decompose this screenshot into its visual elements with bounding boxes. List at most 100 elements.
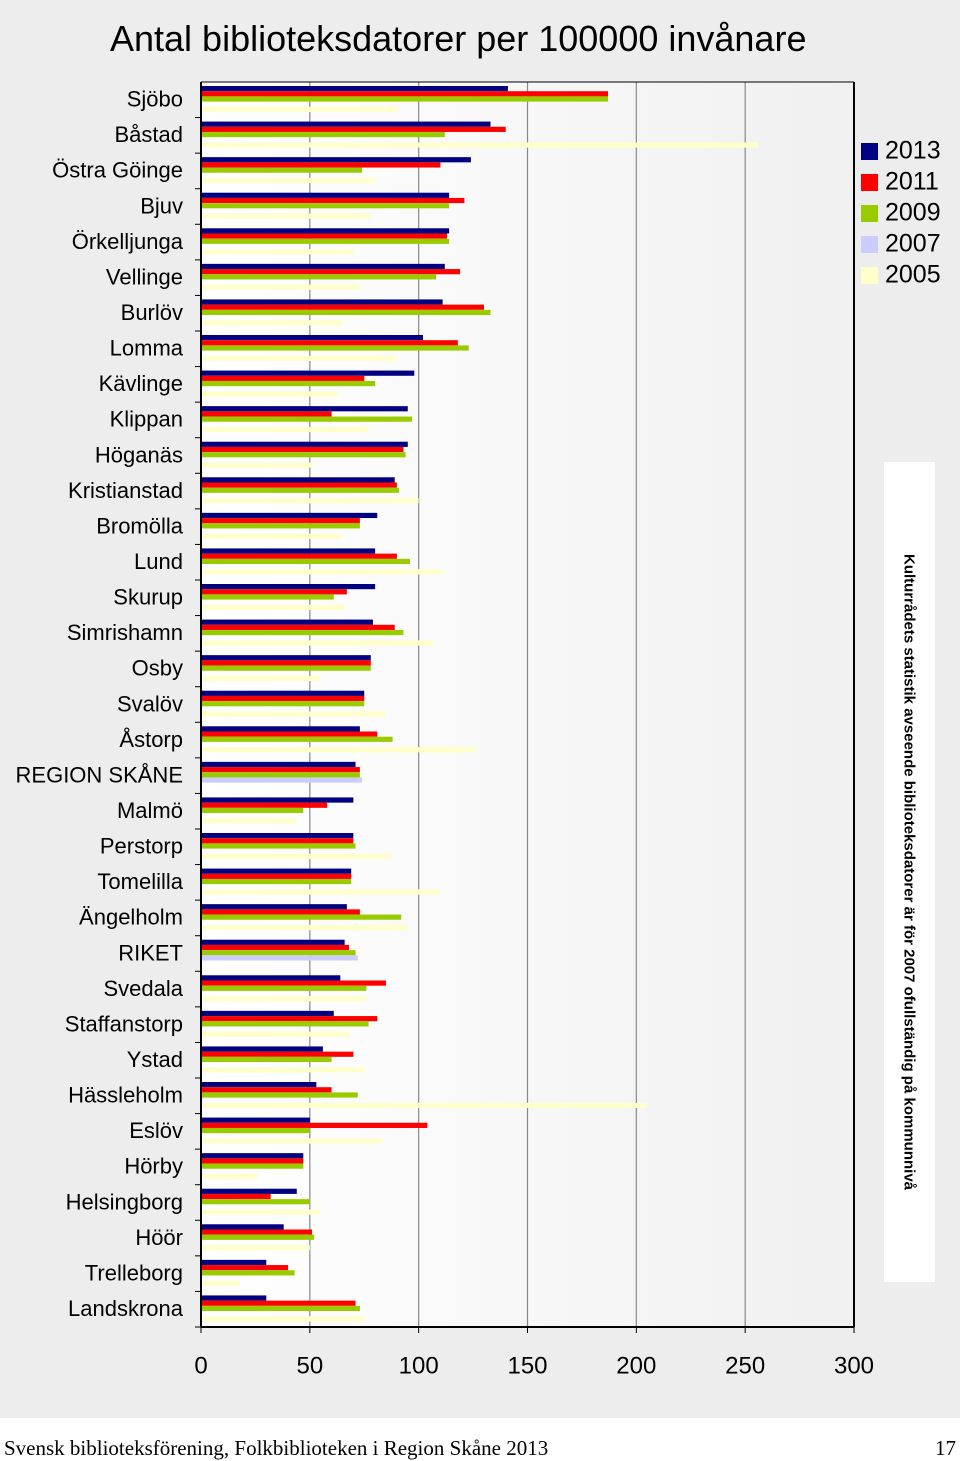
category-label: Burlöv	[121, 300, 183, 325]
bar-2013-11	[201, 477, 395, 483]
legend-label: 2013	[885, 137, 941, 165]
bar-2005-12	[201, 533, 343, 539]
category-label: Perstorp	[100, 834, 183, 859]
legend-swatch-2011	[861, 174, 878, 191]
bar-2013-32	[201, 1224, 284, 1230]
category-label: Kävlinge	[99, 371, 183, 396]
bar-2005-7	[201, 355, 397, 361]
category-label: Bjuv	[140, 193, 183, 218]
bar-2005-16	[201, 675, 321, 682]
bar-2011-8	[201, 375, 365, 381]
bar-2013-6	[201, 299, 443, 305]
bar-2013-21	[201, 833, 354, 839]
category-label: RIKET	[118, 940, 183, 965]
bar-2005-10	[201, 462, 313, 468]
legend-label: 2009	[885, 199, 941, 227]
x-tick-label: 250	[725, 1352, 765, 1379]
bar-2009-16	[201, 665, 371, 671]
category-label: REGION SKÅNE	[16, 762, 183, 787]
category-label: Bromölla	[96, 513, 184, 538]
bar-2009-29	[201, 1127, 310, 1134]
bar-2009-19	[201, 772, 360, 778]
bar-2011-0	[201, 91, 609, 97]
footer-text: Svensk biblioteksförening, Folkbibliotek…	[4, 1436, 549, 1460]
bar-2013-31	[201, 1188, 297, 1194]
bar-chart: Sjöbo Båstad Östra Göinge Bjuv Örkelljunga Ve…	[16, 81, 941, 1379]
bar-2011-11	[201, 482, 397, 488]
bar-2005-2	[201, 177, 376, 184]
bar-2013-23	[201, 904, 347, 910]
bar-2013-33	[201, 1259, 267, 1266]
bar-2009-11	[201, 487, 400, 493]
bar-2011-24	[201, 944, 350, 951]
x-tick-label: 50	[296, 1352, 323, 1379]
bar-2005-17	[201, 711, 387, 717]
category-label: Staffanstorp	[65, 1011, 183, 1036]
bar-2009-31	[201, 1199, 310, 1205]
bar-2005-15	[201, 640, 434, 646]
bar-2009-0	[201, 96, 609, 102]
category-label: Hässleholm	[68, 1083, 183, 1108]
bar-2009-6	[201, 309, 491, 316]
category-label: Klippan	[110, 407, 183, 432]
category-label: Vellinge	[106, 264, 183, 289]
x-tick-label: 100	[399, 1352, 439, 1379]
note-text: Kulturrådets statistik avseende bibliote…	[900, 553, 918, 1191]
bar-2013-4	[201, 228, 450, 234]
bar-2009-20	[201, 807, 304, 814]
x-tick-label: 150	[507, 1352, 547, 1379]
bar-2009-18	[201, 736, 393, 742]
bar-2013-14	[201, 584, 376, 590]
bar-2009-22	[201, 878, 352, 885]
category-label: Sjöbo	[127, 87, 183, 112]
bar-2009-21	[201, 843, 356, 849]
bar-2009-3	[201, 203, 450, 209]
category-label: Helsingborg	[66, 1189, 183, 1214]
bar-2011-26	[201, 1016, 378, 1022]
bar-2005-6	[201, 320, 343, 326]
bar-2005-25	[201, 996, 367, 1002]
bar-2011-34	[201, 1300, 356, 1306]
bar-2009-7	[201, 345, 469, 351]
bar-2013-17	[201, 690, 365, 696]
category-label: Lund	[134, 549, 183, 574]
bar-2005-9	[201, 426, 369, 433]
category-label: Höör	[135, 1225, 183, 1250]
bar-2013-9	[201, 406, 408, 412]
bar-2005-31	[201, 1209, 321, 1215]
bar-2011-31	[201, 1193, 271, 1200]
legend-label: 2005	[885, 261, 941, 289]
x-tick-label: 0	[194, 1352, 207, 1379]
bar-2005-33	[201, 1280, 241, 1286]
bar-2013-22	[201, 868, 352, 874]
bar-2009-17	[201, 701, 365, 707]
category-label: Simrishamn	[67, 620, 183, 645]
bar-2013-15	[201, 619, 373, 625]
bar-2009-8	[201, 380, 376, 387]
bar-2005-18	[201, 747, 476, 753]
bar-2013-5	[201, 263, 445, 270]
category-label: Osby	[132, 656, 183, 681]
bar-2013-2	[201, 157, 471, 163]
bar-2011-29	[201, 1122, 428, 1128]
bar-2013-0	[201, 86, 508, 92]
bar-2005-0	[201, 106, 397, 112]
x-tick-label: 300	[834, 1352, 874, 1379]
bar-2005-4	[201, 249, 354, 255]
bar-2009-24	[201, 950, 356, 956]
bar-2005-29	[201, 1138, 382, 1144]
bar-2005-34	[201, 1316, 365, 1322]
bar-2013-16	[201, 655, 371, 661]
bar-2009-32	[201, 1234, 315, 1240]
bar-2005-28	[201, 1102, 648, 1108]
bar-2009-27	[201, 1056, 332, 1063]
bar-2013-34	[201, 1295, 267, 1301]
bar-2005-14	[201, 604, 345, 610]
bar-2009-12	[201, 523, 360, 529]
bar-2011-14	[201, 589, 347, 595]
bar-2009-9	[201, 416, 413, 422]
category-label: Kristianstad	[68, 478, 183, 503]
legend-label: 2007	[885, 230, 941, 258]
bar-2013-3	[201, 192, 450, 198]
